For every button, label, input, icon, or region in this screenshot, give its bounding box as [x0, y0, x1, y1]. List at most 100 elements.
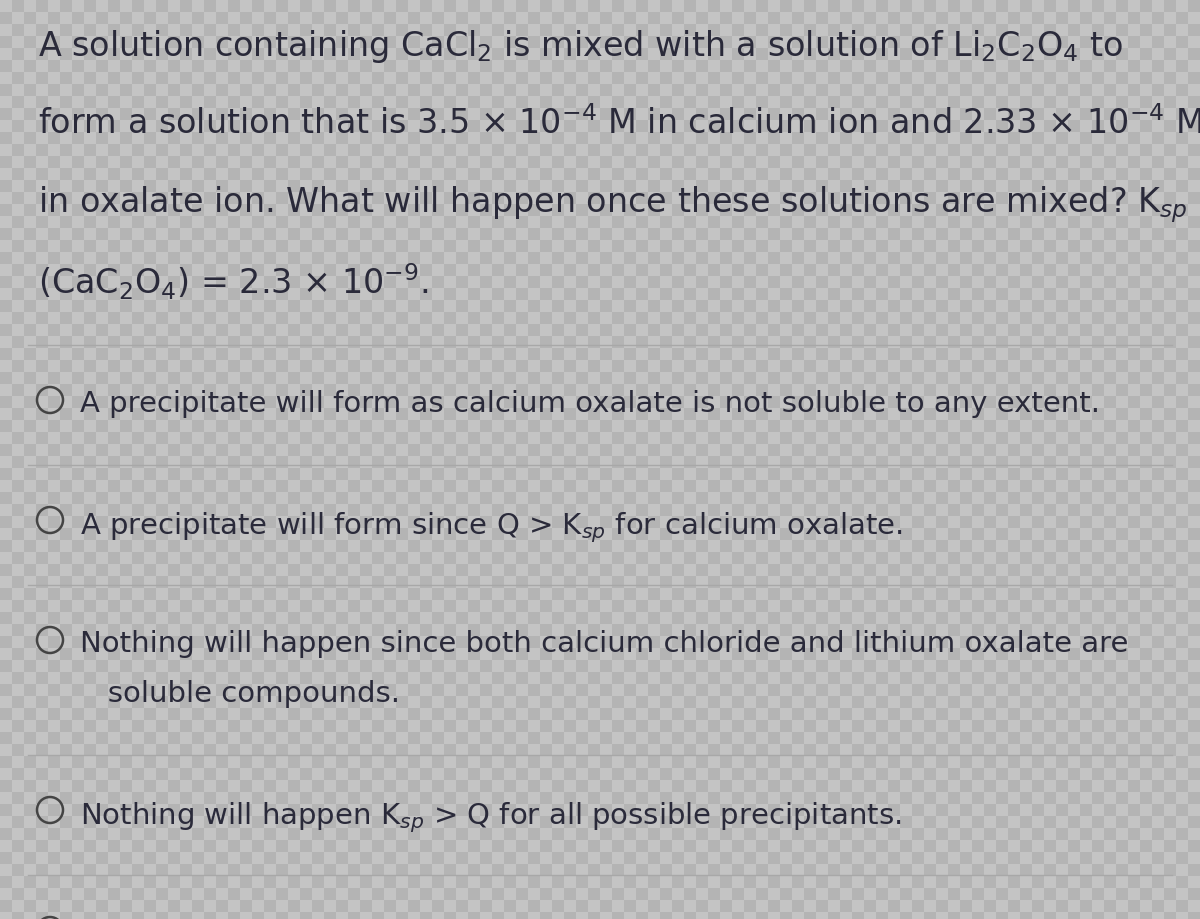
Bar [1152, 864, 1164, 876]
Bar [564, 336, 576, 348]
Bar [924, 348, 936, 360]
Bar [636, 612, 648, 624]
Bar [816, 600, 828, 612]
Bar [204, 672, 216, 684]
Bar [972, 792, 984, 804]
Bar [960, 360, 972, 372]
Bar [912, 216, 924, 228]
Bar [672, 192, 684, 204]
Bar [648, 0, 660, 12]
Bar [72, 336, 84, 348]
Bar [1104, 408, 1116, 420]
Bar [552, 240, 564, 252]
Bar [360, 876, 372, 888]
Bar [1080, 132, 1092, 144]
Bar [336, 696, 348, 708]
Bar [384, 504, 396, 516]
Bar [804, 540, 816, 552]
Bar [1056, 828, 1068, 840]
Bar [1116, 756, 1128, 768]
Bar [924, 396, 936, 408]
Bar [732, 768, 744, 780]
Bar [696, 228, 708, 240]
Bar [792, 480, 804, 492]
Bar [312, 468, 324, 480]
Bar [708, 876, 720, 888]
Bar [228, 216, 240, 228]
Bar [192, 552, 204, 564]
Bar [264, 372, 276, 384]
Bar [360, 720, 372, 732]
Bar [1164, 564, 1176, 576]
Bar [912, 420, 924, 432]
Bar [864, 636, 876, 648]
Bar [1152, 24, 1164, 36]
Bar [924, 228, 936, 240]
Bar [696, 672, 708, 684]
Bar [396, 648, 408, 660]
Bar [1020, 504, 1032, 516]
Bar [696, 312, 708, 324]
Bar [456, 780, 468, 792]
Bar [252, 744, 264, 756]
Bar [384, 0, 396, 12]
Bar [276, 288, 288, 300]
Bar [504, 396, 516, 408]
Bar [816, 420, 828, 432]
Bar [216, 564, 228, 576]
Bar [396, 204, 408, 216]
Bar [1128, 84, 1140, 96]
Bar [132, 624, 144, 636]
Bar [696, 888, 708, 900]
Bar [1164, 732, 1176, 744]
Bar [756, 36, 768, 48]
Bar [984, 36, 996, 48]
Bar [84, 168, 96, 180]
Bar [516, 60, 528, 72]
Bar [732, 696, 744, 708]
Bar [912, 336, 924, 348]
Bar [108, 528, 120, 540]
Bar [348, 648, 360, 660]
Bar [720, 168, 732, 180]
Bar [552, 312, 564, 324]
Bar [996, 120, 1008, 132]
Bar [288, 528, 300, 540]
Bar [936, 588, 948, 600]
Bar [876, 24, 888, 36]
Bar [96, 504, 108, 516]
Bar [984, 300, 996, 312]
Bar [888, 636, 900, 648]
Bar [1176, 756, 1188, 768]
Bar [1176, 504, 1188, 516]
Bar [744, 456, 756, 468]
Bar [516, 804, 528, 816]
Bar [108, 72, 120, 84]
Bar [480, 588, 492, 600]
Bar [504, 48, 516, 60]
Bar [1164, 336, 1176, 348]
Bar [924, 360, 936, 372]
Bar [972, 180, 984, 192]
Bar [336, 48, 348, 60]
Bar [492, 444, 504, 456]
Bar [72, 804, 84, 816]
Bar [840, 768, 852, 780]
Bar [588, 876, 600, 888]
Bar [552, 84, 564, 96]
Bar [492, 684, 504, 696]
Bar [768, 48, 780, 60]
Bar [168, 96, 180, 108]
Bar [312, 684, 324, 696]
Bar [432, 24, 444, 36]
Bar [684, 180, 696, 192]
Bar [864, 840, 876, 852]
Bar [276, 912, 288, 919]
Bar [540, 660, 552, 672]
Bar [1188, 540, 1200, 552]
Bar [924, 696, 936, 708]
Bar [48, 288, 60, 300]
Bar [612, 852, 624, 864]
Bar [504, 372, 516, 384]
Bar [456, 360, 468, 372]
